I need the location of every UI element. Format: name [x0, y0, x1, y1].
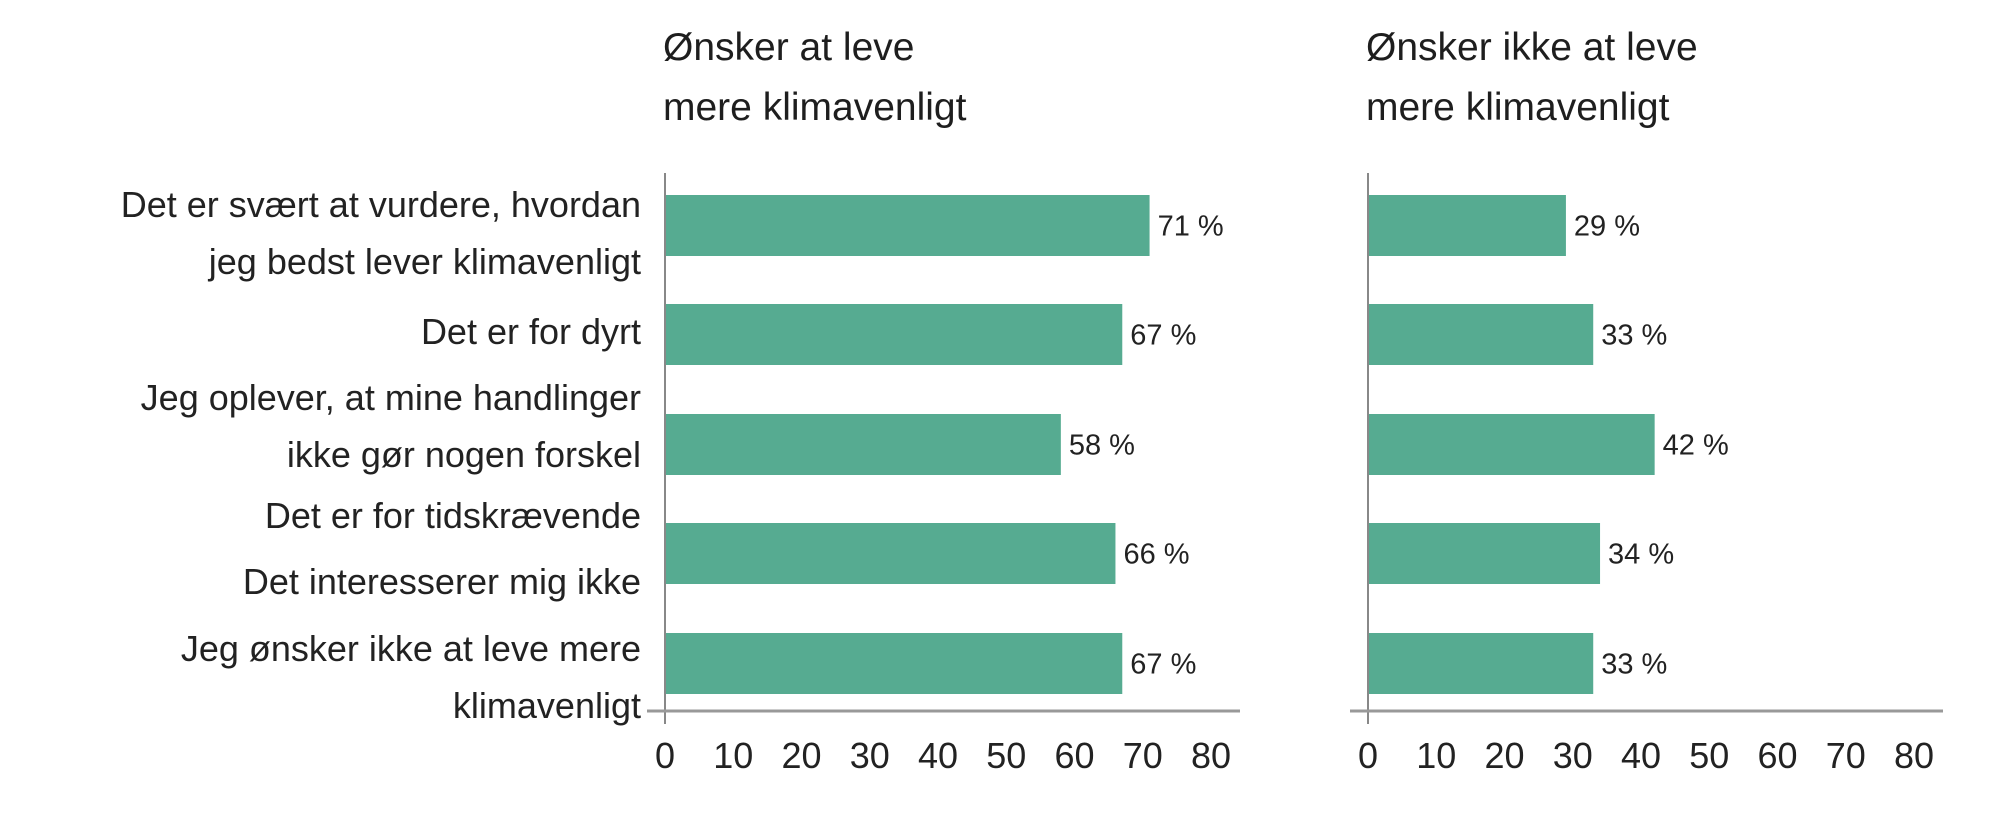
x-tick-label: 10 — [713, 735, 753, 776]
value-label: 42 % — [1663, 430, 1729, 462]
x-tick-label: 70 — [1123, 735, 1163, 776]
x-tick-label: 50 — [986, 735, 1026, 776]
x-tick-label: 70 — [1826, 735, 1866, 776]
category-label: Det er svært at vurdere, hvordan — [121, 184, 641, 225]
x-tick-label: 60 — [1757, 735, 1797, 776]
category-label: ikke gør nogen forskel — [287, 434, 641, 475]
x-tick-label: 10 — [1416, 735, 1456, 776]
category-label: Det er for tidskrævende — [265, 495, 641, 536]
bar — [665, 195, 1150, 256]
bar — [665, 304, 1123, 365]
x-tick-label: 40 — [1621, 735, 1661, 776]
category-label: jeg bedst lever klimavenligt — [208, 241, 641, 282]
value-label: 34 % — [1608, 539, 1674, 571]
value-label: 33 % — [1601, 320, 1667, 352]
chart-title-line: mere klimavenligt — [1366, 86, 1670, 129]
chart-title-line: Ønsker ikke at leve — [1366, 26, 1698, 69]
bar — [1368, 633, 1594, 694]
category-label: klimavenligt — [453, 685, 641, 726]
x-tick-label: 20 — [781, 735, 821, 776]
bar — [665, 523, 1116, 584]
x-tick-label: 30 — [850, 735, 890, 776]
panel-right: Ønsker ikke at leve mere klimavenligt 29 %… — [1350, 26, 1943, 776]
bar — [1368, 523, 1601, 584]
x-tick-label: 30 — [1553, 735, 1593, 776]
value-label: 66 % — [1123, 539, 1189, 571]
bar — [665, 414, 1061, 475]
category-label: Det interesserer mig ikke — [243, 561, 641, 602]
panel-left: Ønsker at leve mere klimavenligt 71 % 67 % 5… — [121, 26, 1240, 776]
x-tick-label: 50 — [1689, 735, 1729, 776]
value-label: 29 % — [1574, 211, 1640, 243]
chart-title-line: mere klimavenligt — [663, 86, 967, 129]
bar — [1368, 304, 1594, 365]
value-label: 71 % — [1158, 211, 1224, 243]
bar — [1368, 414, 1655, 475]
x-tick-label: 80 — [1894, 735, 1934, 776]
x-tick-label: 0 — [1358, 735, 1378, 776]
category-label: Det er for dyrt — [421, 311, 641, 352]
category-label: Jeg ønsker ikke at leve mere — [181, 628, 641, 669]
value-label: 58 % — [1069, 430, 1135, 462]
x-tick-label: 60 — [1054, 735, 1094, 776]
value-label: 67 % — [1130, 649, 1196, 681]
x-tick-label: 80 — [1191, 735, 1231, 776]
x-tick-label: 0 — [655, 735, 675, 776]
value-label: 33 % — [1601, 649, 1667, 681]
x-tick-label: 40 — [918, 735, 958, 776]
chart-title-line: Ønsker at leve — [663, 26, 914, 69]
x-tick-label: 20 — [1484, 735, 1524, 776]
category-label: Jeg oplever, at mine handlinger — [141, 377, 641, 418]
value-label: 67 % — [1130, 320, 1196, 352]
bar — [665, 633, 1123, 694]
bar — [1368, 195, 1566, 256]
